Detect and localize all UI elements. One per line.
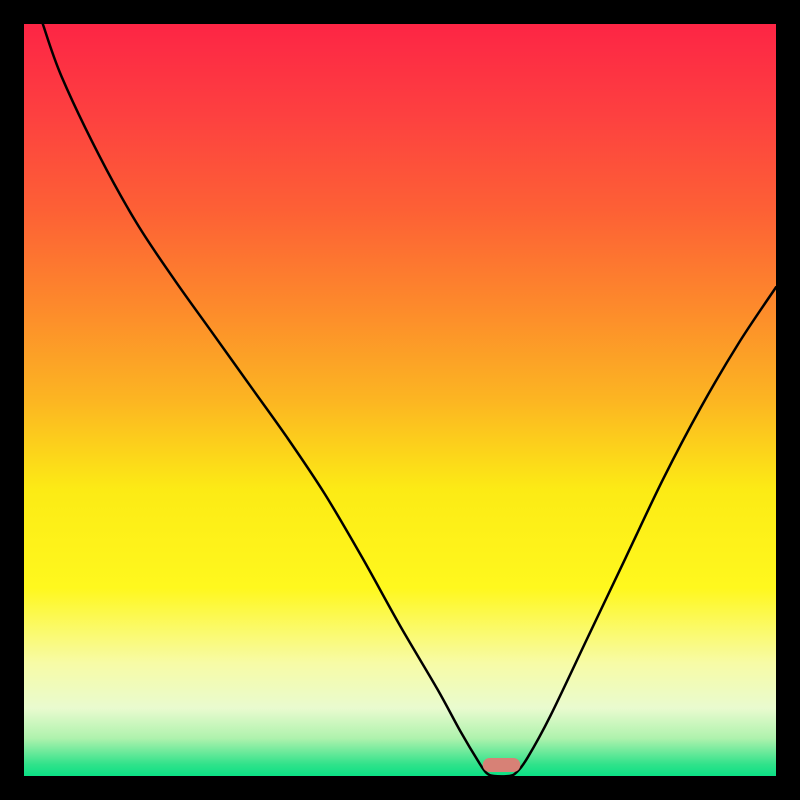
gradient-background xyxy=(24,24,776,776)
bottleneck-chart: TheBottleneck.com xyxy=(0,0,800,800)
watermark-text: TheBottleneck.com xyxy=(609,2,792,28)
optimal-marker xyxy=(483,758,521,772)
chart-canvas xyxy=(0,0,800,800)
